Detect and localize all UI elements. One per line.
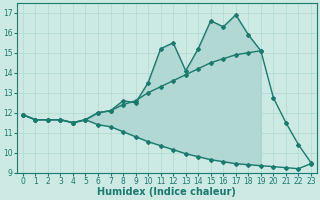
X-axis label: Humidex (Indice chaleur): Humidex (Indice chaleur) (98, 187, 236, 197)
